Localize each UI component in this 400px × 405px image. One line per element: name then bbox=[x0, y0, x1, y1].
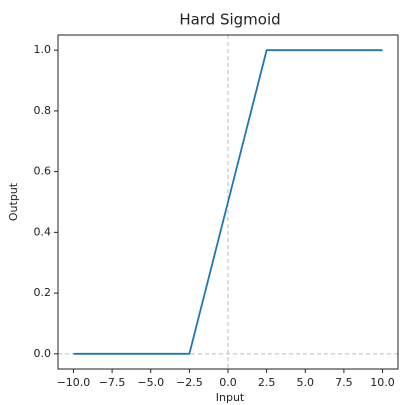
y-tick-label: 0.8 bbox=[34, 104, 52, 117]
y-tick-label: 0.0 bbox=[34, 347, 52, 360]
x-tick-label: −10.0 bbox=[57, 376, 91, 389]
x-tick-label: −2.5 bbox=[176, 376, 203, 389]
chart-title: Hard Sigmoid bbox=[179, 11, 280, 29]
x-axis-label: Input bbox=[216, 391, 245, 404]
x-tick-label: 7.5 bbox=[335, 376, 353, 389]
x-tick-label: 0.0 bbox=[219, 376, 237, 389]
x-tick-label: 2.5 bbox=[258, 376, 276, 389]
x-tick-label: 5.0 bbox=[297, 376, 315, 389]
y-tick-label: 0.4 bbox=[34, 225, 52, 238]
y-axis-label: Output bbox=[7, 182, 20, 221]
y-tick-label: 1.0 bbox=[34, 43, 52, 56]
x-tick-label: −7.5 bbox=[99, 376, 126, 389]
x-tick-label: 10.0 bbox=[370, 376, 395, 389]
y-tick-label: 0.6 bbox=[34, 165, 52, 178]
plot-frame bbox=[57, 34, 399, 370]
y-tick-label: 0.2 bbox=[34, 286, 52, 299]
line bbox=[73, 49, 383, 355]
x-tick-label: −5.0 bbox=[137, 376, 164, 389]
